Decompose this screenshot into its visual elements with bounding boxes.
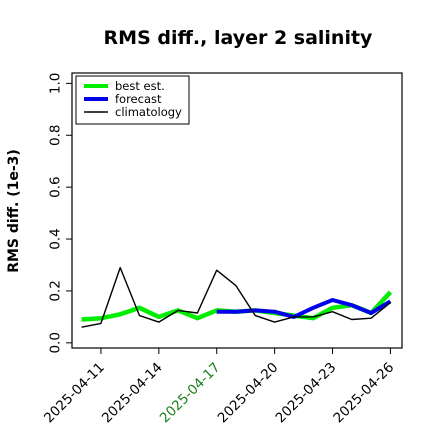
y-tick-label: 0.8 bbox=[48, 125, 64, 146]
x-tick-label: 2025-04-26 bbox=[330, 360, 397, 427]
y-tick-label: 0.6 bbox=[48, 176, 64, 197]
plot-area: 0.00.20.40.60.81.02025-04-112025-04-1420… bbox=[41, 72, 403, 427]
plot-frame bbox=[71, 72, 403, 349]
x-tick-label: 2025-04-23 bbox=[273, 360, 340, 427]
y-tick-label: 1.0 bbox=[48, 73, 64, 94]
y-tick-label: 0.2 bbox=[48, 280, 64, 301]
y-tick-label: 0.4 bbox=[48, 228, 64, 249]
y-axis-label: RMS diff. (1e-3) bbox=[6, 149, 22, 273]
x-tick-label: 2025-04-14 bbox=[99, 360, 166, 427]
series-line-climatology bbox=[81, 266, 391, 328]
y-tick-label: 0.0 bbox=[48, 332, 64, 353]
series-line-forecast bbox=[216, 298, 392, 319]
series-line-best-est bbox=[81, 290, 393, 322]
x-tick-label: 2025-04-17 bbox=[157, 360, 224, 427]
legend-label: best est. bbox=[115, 79, 165, 93]
chart-title: RMS diff., layer 2 salinity bbox=[104, 27, 374, 49]
legend-label: climatology bbox=[115, 105, 182, 119]
x-tick-label: 2025-04-20 bbox=[215, 360, 282, 427]
x-tick-label: 2025-04-11 bbox=[41, 360, 108, 427]
legend-label: forecast bbox=[115, 92, 162, 106]
